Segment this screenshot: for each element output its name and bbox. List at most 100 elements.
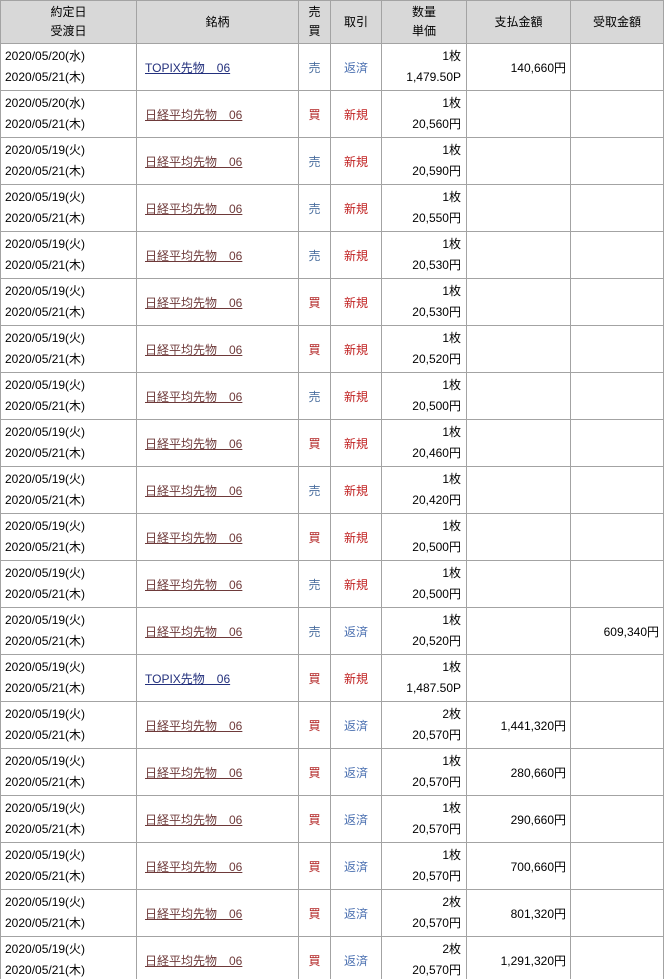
payment-amount: 140,660円 xyxy=(466,43,571,91)
table-row: 2020/05/19(火) 2020/05/21(木) 日経平均先物 06 買 … xyxy=(0,278,664,326)
unit-price: 20,500円 xyxy=(412,399,461,413)
quantity: 1枚 xyxy=(442,284,461,298)
quantity: 1枚 xyxy=(442,566,461,580)
contract-date: 2020/05/20(水) xyxy=(5,96,86,110)
contract-date: 2020/05/19(火) xyxy=(5,754,86,768)
unit-price: 20,520円 xyxy=(412,352,461,366)
receipt-amount xyxy=(570,278,664,326)
table-row: 2020/05/19(火) 2020/05/21(木) 日経平均先物 06 売 … xyxy=(0,137,664,185)
delivery-date: 2020/05/21(木) xyxy=(5,963,86,977)
delivery-date: 2020/05/21(木) xyxy=(5,493,86,507)
side-label: 買 xyxy=(298,795,331,843)
receipt-amount xyxy=(570,43,664,91)
receipt-amount xyxy=(570,466,664,514)
side-label: 買 xyxy=(298,936,331,979)
quantity: 1枚 xyxy=(442,378,461,392)
symbol-link[interactable]: 日経平均先物 06 xyxy=(145,483,243,498)
symbol-link[interactable]: 日経平均先物 06 xyxy=(145,295,243,310)
delivery-date: 2020/05/21(木) xyxy=(5,775,86,789)
receipt-amount xyxy=(570,795,664,843)
side-label: 買 xyxy=(298,419,331,467)
trade-type-label: 返済 xyxy=(330,842,382,890)
trade-type-label: 返済 xyxy=(330,936,382,979)
symbol-link[interactable]: 日経平均先物 06 xyxy=(145,107,243,122)
quantity: 2枚 xyxy=(442,707,461,721)
payment-amount: 290,660円 xyxy=(466,795,571,843)
unit-price: 20,460円 xyxy=(412,446,461,460)
symbol-link[interactable]: 日経平均先物 06 xyxy=(145,765,243,780)
delivery-date: 2020/05/21(木) xyxy=(5,305,86,319)
table-row: 2020/05/20(水) 2020/05/21(木) 日経平均先物 06 買 … xyxy=(0,90,664,138)
unit-price: 20,570円 xyxy=(412,822,461,836)
quantity: 2枚 xyxy=(442,895,461,909)
contract-date: 2020/05/19(火) xyxy=(5,707,86,721)
table-row: 2020/05/19(火) 2020/05/21(木) 日経平均先物 06 買 … xyxy=(0,325,664,373)
contract-date: 2020/05/19(火) xyxy=(5,190,86,204)
trade-type-label: 返済 xyxy=(330,748,382,796)
receipt-amount xyxy=(570,936,664,979)
unit-price: 1,479.50P xyxy=(406,70,461,84)
payment-amount xyxy=(466,419,571,467)
header-side-sell: 売 xyxy=(308,5,321,19)
contract-date: 2020/05/20(水) xyxy=(5,49,86,63)
delivery-date: 2020/05/21(木) xyxy=(5,258,86,272)
quantity: 1枚 xyxy=(442,754,461,768)
quantity: 1枚 xyxy=(442,190,461,204)
contract-date: 2020/05/19(火) xyxy=(5,331,86,345)
symbol-link[interactable]: 日経平均先物 06 xyxy=(145,389,243,404)
contract-date: 2020/05/19(火) xyxy=(5,566,86,580)
symbol-link[interactable]: 日経平均先物 06 xyxy=(145,718,243,733)
symbol-link[interactable]: 日経平均先物 06 xyxy=(145,342,243,357)
table-row: 2020/05/19(火) 2020/05/21(木) 日経平均先物 06 売 … xyxy=(0,560,664,608)
symbol-link[interactable]: 日経平均先物 06 xyxy=(145,577,243,592)
payment-amount xyxy=(466,90,571,138)
unit-price: 20,500円 xyxy=(412,540,461,554)
receipt-amount xyxy=(570,748,664,796)
header-receipt: 受取金額 xyxy=(570,0,664,44)
unit-price: 20,420円 xyxy=(412,493,461,507)
delivery-date: 2020/05/21(木) xyxy=(5,399,86,413)
delivery-date: 2020/05/21(木) xyxy=(5,352,86,366)
symbol-link[interactable]: 日経平均先物 06 xyxy=(145,906,243,921)
contract-date: 2020/05/19(火) xyxy=(5,425,86,439)
payment-amount xyxy=(466,325,571,373)
symbol-link[interactable]: 日経平均先物 06 xyxy=(145,201,243,216)
side-label: 売 xyxy=(298,560,331,608)
contract-date: 2020/05/19(火) xyxy=(5,378,86,392)
trade-type-label: 新規 xyxy=(330,560,382,608)
quantity: 1枚 xyxy=(442,801,461,815)
symbol-link[interactable]: 日経平均先物 06 xyxy=(145,624,243,639)
header-dates: 約定日 受渡日 xyxy=(0,0,137,44)
symbol-link[interactable]: 日経平均先物 06 xyxy=(145,248,243,263)
payment-amount xyxy=(466,231,571,279)
header-delivery-date: 受渡日 xyxy=(50,24,87,38)
trade-type-label: 新規 xyxy=(330,231,382,279)
side-label: 買 xyxy=(298,842,331,890)
quantity: 1枚 xyxy=(442,848,461,862)
delivery-date: 2020/05/21(木) xyxy=(5,117,86,131)
receipt-amount xyxy=(570,560,664,608)
delivery-date: 2020/05/21(木) xyxy=(5,540,86,554)
symbol-link[interactable]: 日経平均先物 06 xyxy=(145,859,243,874)
symbol-link[interactable]: TOPIX先物 06 xyxy=(145,671,231,686)
contract-date: 2020/05/19(火) xyxy=(5,801,86,815)
symbol-link[interactable]: TOPIX先物 06 xyxy=(145,60,231,75)
delivery-date: 2020/05/21(木) xyxy=(5,70,86,84)
table-row: 2020/05/19(火) 2020/05/21(木) TOPIX先物 06 買… xyxy=(0,654,664,702)
symbol-link[interactable]: 日経平均先物 06 xyxy=(145,530,243,545)
header-trade: 取引 xyxy=(330,0,382,44)
table-row: 2020/05/19(火) 2020/05/21(木) 日経平均先物 06 買 … xyxy=(0,513,664,561)
symbol-link[interactable]: 日経平均先物 06 xyxy=(145,812,243,827)
delivery-date: 2020/05/21(木) xyxy=(5,869,86,883)
symbol-link[interactable]: 日経平均先物 06 xyxy=(145,953,243,968)
table-row: 2020/05/20(水) 2020/05/21(木) TOPIX先物 06 売… xyxy=(0,43,664,91)
quantity: 2枚 xyxy=(442,942,461,956)
table-row: 2020/05/19(火) 2020/05/21(木) 日経平均先物 06 買 … xyxy=(0,748,664,796)
unit-price: 20,530円 xyxy=(412,305,461,319)
unit-price: 20,560円 xyxy=(412,117,461,131)
symbol-link[interactable]: 日経平均先物 06 xyxy=(145,154,243,169)
trade-type-label: 返済 xyxy=(330,795,382,843)
trade-type-label: 新規 xyxy=(330,372,382,420)
symbol-link[interactable]: 日経平均先物 06 xyxy=(145,436,243,451)
table-row: 2020/05/19(火) 2020/05/21(木) 日経平均先物 06 売 … xyxy=(0,231,664,279)
